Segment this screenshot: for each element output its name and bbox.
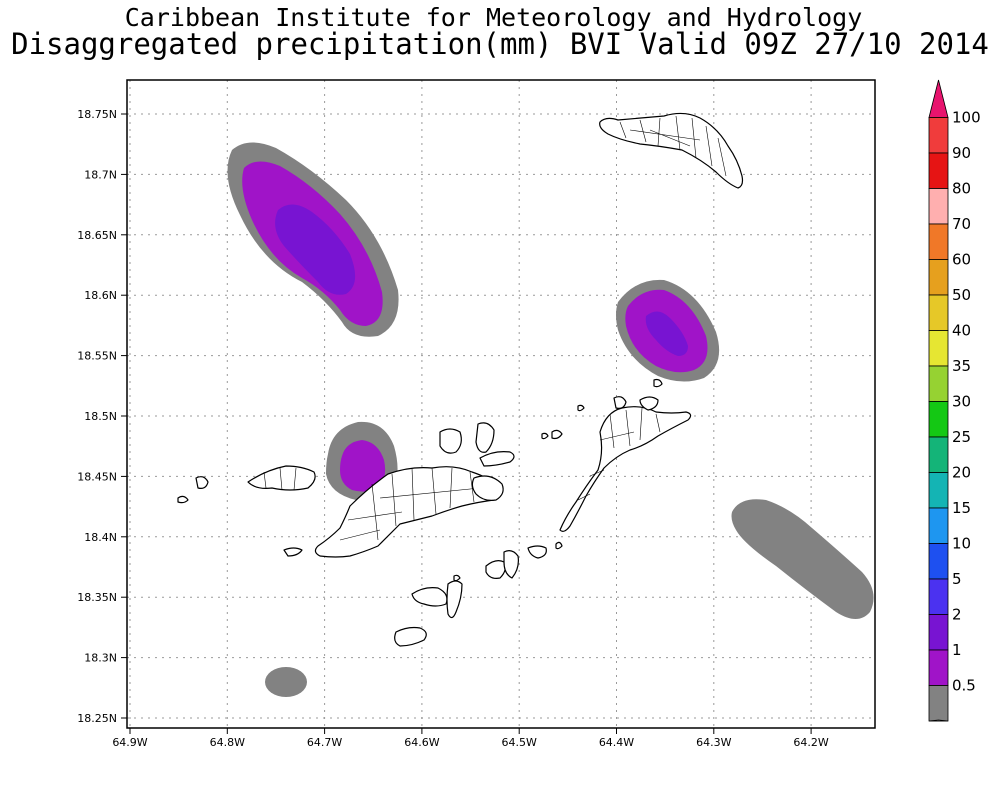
lat-tick-label: 18.65N bbox=[77, 229, 117, 242]
colorbar-label: 25 bbox=[952, 428, 971, 446]
island-tiny-2 bbox=[551, 429, 563, 440]
lat-tick-label: 18.75N bbox=[77, 108, 117, 121]
colorbar-label: 2 bbox=[952, 606, 962, 624]
lon-tick-label: 64.9W bbox=[112, 736, 147, 749]
colorbar-segment bbox=[928, 117, 949, 154]
colorbar-label: 20 bbox=[952, 464, 971, 482]
island-cooper bbox=[485, 560, 506, 579]
island-tiny-6 bbox=[453, 574, 461, 582]
island-norman bbox=[411, 587, 448, 607]
graticule bbox=[127, 80, 875, 728]
longitude-axis: 64.9W 64.8W 64.7W 64.6W 64.5W 64.4W 64.3W 64.2W bbox=[112, 728, 829, 749]
colorbar-label: 0.5 bbox=[952, 677, 976, 695]
lon-tick-label: 64.5W bbox=[502, 736, 537, 749]
title-product: Disaggregated precipitation(mm) BVI Vali… bbox=[11, 27, 989, 61]
lat-tick-label: 18.6N bbox=[84, 289, 117, 302]
colorbar-label: 70 bbox=[952, 215, 971, 233]
colorbar-label: 60 bbox=[952, 251, 971, 269]
lon-tick-label: 64.6W bbox=[404, 736, 439, 749]
lon-tick-label: 64.4W bbox=[599, 736, 634, 749]
precip-se-level-0.5 bbox=[731, 499, 874, 619]
colorbar-label: 15 bbox=[952, 499, 971, 517]
map-frame bbox=[126, 79, 876, 729]
precip-south-spot bbox=[265, 667, 307, 697]
colorbar-segment bbox=[928, 543, 949, 580]
island-jost-van-dyke bbox=[247, 465, 316, 491]
colorbar-label: 35 bbox=[952, 357, 971, 375]
lon-tick-label: 64.7W bbox=[307, 736, 342, 749]
precip-east-cell bbox=[616, 279, 720, 382]
colorbar-arrow-top bbox=[928, 79, 949, 118]
colorbar-label: 10 bbox=[952, 535, 971, 553]
title-institute: Caribbean Institute for Meteorology and … bbox=[124, 3, 863, 32]
island-mosquito bbox=[613, 396, 627, 409]
colorbar-label: 40 bbox=[952, 322, 971, 340]
colorbar-segment bbox=[928, 294, 949, 331]
island-little-thatch bbox=[283, 547, 303, 557]
island-salt bbox=[394, 626, 427, 647]
lat-tick-label: 18.5N bbox=[84, 410, 117, 423]
island-eustatia bbox=[639, 396, 659, 411]
colorbar-label: 90 bbox=[952, 144, 971, 162]
island-fallen-jerusalem bbox=[527, 545, 547, 559]
colorbar-label: 100 bbox=[952, 109, 981, 127]
lat-tick-label: 18.25N bbox=[77, 712, 117, 725]
island-anegada bbox=[599, 112, 744, 189]
precip-nw-level-2 bbox=[275, 204, 356, 295]
colorbar-segment bbox=[928, 401, 949, 438]
lat-tick-label: 18.45N bbox=[77, 470, 117, 483]
island-ginger bbox=[503, 550, 519, 579]
lon-tick-label: 64.2W bbox=[793, 736, 828, 749]
island-virgin-gorda bbox=[559, 406, 692, 532]
colorbar-segment bbox=[928, 330, 949, 367]
colorbar-segment bbox=[928, 436, 949, 473]
colorbar-segment bbox=[928, 649, 949, 686]
island-tiny-3 bbox=[577, 404, 585, 412]
precip-southeast-band bbox=[731, 499, 874, 619]
precip-tw-level-1 bbox=[340, 440, 386, 492]
island-guana bbox=[475, 422, 495, 453]
lon-tick-label: 64.3W bbox=[696, 736, 731, 749]
colorbar-segment bbox=[928, 259, 949, 296]
colorbar-label: 5 bbox=[952, 570, 962, 588]
precip-s-level-0.5 bbox=[265, 667, 307, 697]
precip-northwest-band bbox=[227, 142, 399, 337]
lon-tick-label: 64.8W bbox=[210, 736, 245, 749]
island-scrub bbox=[479, 451, 515, 467]
latitude-axis: 18.75N 18.7N 18.65N 18.6N 18.55N 18.5N 18.45N 1… bbox=[77, 108, 127, 725]
colorbar-label: 30 bbox=[952, 393, 971, 411]
island-beef-island bbox=[471, 475, 504, 501]
island-peter bbox=[446, 580, 463, 619]
island-sandy-cay bbox=[195, 476, 209, 489]
island-great-camanoe bbox=[439, 428, 462, 454]
lat-tick-label: 18.7N bbox=[84, 168, 117, 181]
lat-tick-label: 18.4N bbox=[84, 531, 117, 544]
precip-e-level-2 bbox=[645, 311, 688, 356]
island-tiny-4 bbox=[541, 432, 549, 440]
colorbar-segment bbox=[928, 472, 949, 509]
lat-tick-label: 18.55N bbox=[77, 350, 117, 363]
island-tiny-5 bbox=[555, 541, 563, 550]
colorbar-segment bbox=[928, 614, 949, 651]
colorbar-segment bbox=[928, 685, 949, 722]
colorbar-label: 50 bbox=[952, 286, 971, 304]
colorbar: 100 90 80 70 60 50 40 35 30 25 20 15 10 5 2 1 0.5 bbox=[928, 79, 981, 722]
colorbar-label: 1 bbox=[952, 641, 962, 659]
colorbar-segment bbox=[928, 188, 949, 225]
island-tiny-1 bbox=[177, 495, 189, 504]
colorbar-segment bbox=[928, 578, 949, 615]
island-tortola bbox=[314, 466, 503, 558]
colorbar-label: 80 bbox=[952, 180, 971, 198]
lat-tick-label: 18.3N bbox=[84, 652, 117, 665]
colorbar-segment bbox=[928, 507, 949, 544]
colorbar-arrow-bottom bbox=[928, 719, 949, 722]
colorbar-segment bbox=[928, 365, 949, 402]
island-necker bbox=[653, 378, 663, 388]
islands bbox=[177, 112, 744, 647]
colorbar-segment bbox=[928, 152, 949, 189]
colorbar-segment bbox=[928, 223, 949, 260]
lat-tick-label: 18.35N bbox=[77, 591, 117, 604]
